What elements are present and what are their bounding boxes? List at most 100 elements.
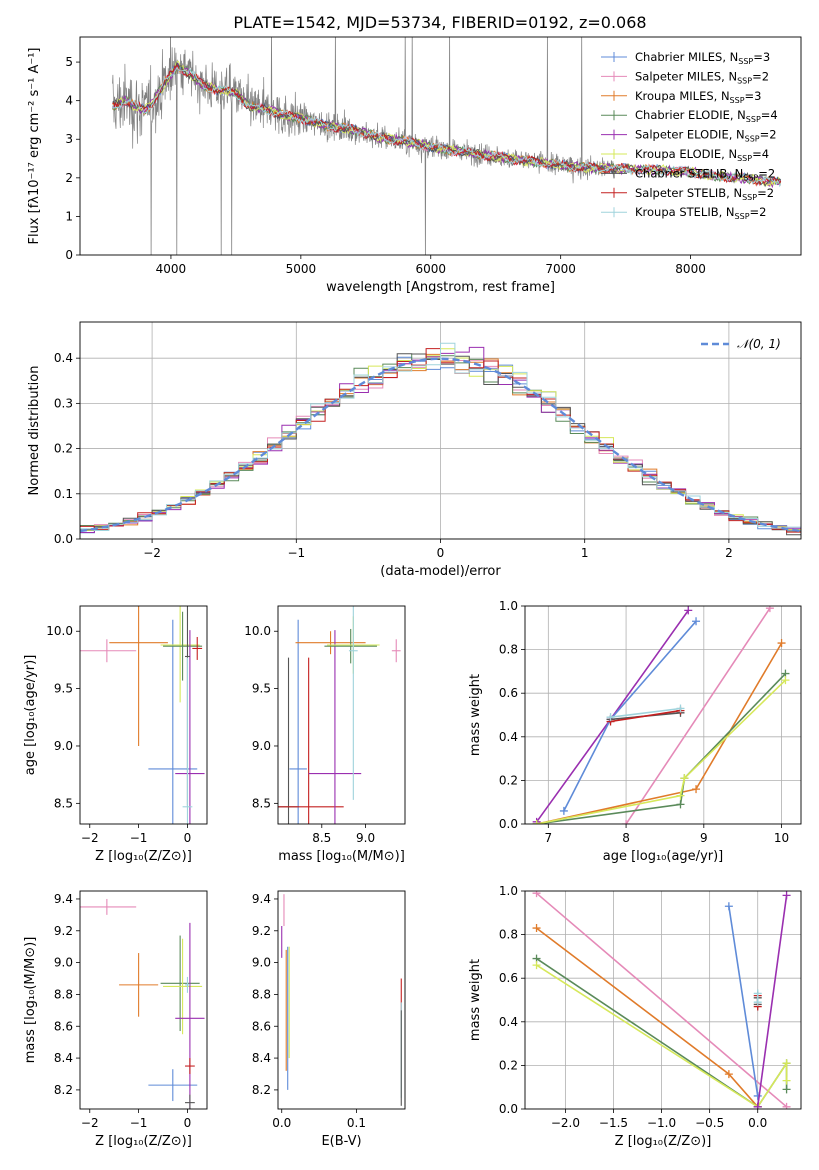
legend-label: Kroupa ELODIE, NSSP=4	[635, 147, 769, 163]
y-tick-label: 9.2	[252, 924, 271, 938]
weight-series-line	[535, 892, 788, 1108]
x-tick-label: −2	[143, 546, 161, 560]
y-axis-label: age [log₁₀(age/yr)]	[23, 655, 38, 776]
errorbar-point	[308, 630, 362, 824]
weight-point-marker	[559, 806, 568, 815]
y-tick-label: 8.2	[252, 1083, 271, 1097]
weight-point-marker	[532, 820, 541, 824]
weight-series-line	[756, 895, 788, 1107]
legend-suffix: =2	[758, 166, 775, 180]
axes-frame	[524, 890, 802, 1110]
legend-suffix: =2	[750, 205, 767, 219]
x-tick-label: −1.5	[599, 1116, 628, 1130]
errorbar-point	[185, 1094, 195, 1109]
x-tick-label: 8	[622, 831, 630, 845]
x-axis-label: Z [log₁₀(Z/Z⊙)]	[615, 1134, 712, 1149]
weight-point-marker	[782, 1059, 791, 1068]
weight-point-marker	[782, 1076, 791, 1085]
y-tick-label: 0.0	[54, 532, 73, 546]
x-tick-label: 9	[700, 831, 708, 845]
y-tick-label: 8.2	[54, 1083, 73, 1097]
legend-subscript: SSP	[745, 135, 760, 144]
y-tick-label: 0.2	[499, 773, 518, 787]
x-tick-label: −2	[81, 1116, 99, 1130]
y-tick-label: 9.0	[252, 739, 271, 753]
weight-point-marker	[676, 791, 685, 800]
axes-frame	[277, 605, 406, 825]
x-tick-label: 1	[581, 546, 589, 560]
y-tick-label: 8.8	[54, 987, 73, 1001]
legend-label: Chabrier MILES, NSSP=3	[635, 50, 770, 66]
plot-area-age_vs_mass	[278, 606, 401, 824]
x-tick-label: 2	[725, 546, 733, 560]
errorbar-point	[148, 619, 198, 824]
panel-spectrum: 4000 5000 6000 7000 8000 0 1 2 3 4 5 wavelength [An…	[27, 36, 802, 295]
weight-point-marker	[532, 924, 541, 933]
errorbar-point	[175, 922, 205, 1109]
x-tick-label: 8000	[675, 262, 706, 276]
errorbar-point	[391, 639, 401, 663]
y-tick-label: 8.6	[252, 1019, 271, 1033]
y-tick-label: 4	[65, 94, 73, 108]
errorbar-point	[185, 1058, 195, 1074]
weight-point-marker	[684, 606, 693, 615]
weight-point-marker	[676, 800, 685, 809]
weight-point-marker	[724, 1070, 733, 1079]
x-tick-label: 0.0	[748, 1116, 767, 1130]
errorbar-point	[109, 606, 168, 746]
figure-title: PLATE=1542, MJD=53734, FIBERID=0192, z=0…	[233, 13, 646, 32]
weight-point-marker	[622, 820, 631, 824]
errorbar-point	[278, 657, 344, 824]
x-tick-label: 0.0	[272, 1116, 291, 1130]
x-axis-label: (data-model)/error	[380, 564, 501, 579]
weight-series-line	[536, 679, 787, 824]
legend-subscript: SSP	[742, 193, 757, 202]
y-tick-label: 0.3	[54, 396, 73, 410]
y-tick-label: 8.8	[252, 987, 271, 1001]
errorbar-point	[192, 636, 203, 660]
y-tick-label: 8.5	[252, 796, 271, 810]
y-tick-label: 9.0	[252, 956, 271, 970]
x-tick-label: 0.1	[347, 1116, 366, 1130]
weight-series-line	[610, 709, 681, 723]
y-tick-label: 10.0	[46, 624, 73, 638]
panel-weight_vs_Z: −2.0 −1.5 −1.0 −0.5 0.0 0.0 0.2 0.4 0.6 0.8 1.0 Z […	[468, 884, 802, 1149]
y-tick-label: 8.6	[54, 1019, 73, 1033]
panel-age_vs_mass: 8.5 9.0 8.5 9.0 9.5 10.0 mass [log₁₀(M/M⊙)]	[244, 605, 406, 864]
y-tick-label: 0.0	[499, 817, 518, 831]
errorbar-point	[80, 639, 137, 663]
spectrum-model-line	[112, 64, 782, 186]
legend-label: Kroupa STELIB, NSSP=2	[635, 205, 766, 221]
errorbar-point	[160, 935, 200, 1032]
panel-mass_vs_EBV: 0.0 0.1 8.2 8.4 8.6 8.8 9.0 9.2 9.4 E(B-V)	[252, 890, 406, 1149]
legend-label: Chabrier STELIB, NSSP=2	[635, 166, 775, 182]
plot-area-mass_vs_Z	[80, 898, 205, 1109]
legend-label: Chabrier ELODIE, NSSP=4	[635, 108, 778, 124]
weight-series-line	[536, 673, 787, 824]
x-axis-label: E(B-V)	[321, 1134, 361, 1149]
x-axis-label: Z [log₁₀(Z/Z⊙)]	[95, 1134, 192, 1149]
weight-point-marker	[753, 1102, 762, 1109]
weight-point-marker	[532, 891, 541, 898]
legend-suffix: =2	[757, 186, 774, 200]
y-tick-label: 1	[65, 209, 73, 223]
plot-area-residuals	[80, 322, 801, 539]
plot-area-spectrum	[112, 37, 782, 255]
y-tick-label: 0.1	[54, 487, 73, 501]
y-tick-label: 0.2	[499, 1058, 518, 1072]
panel-residuals: −2 −1 0 1 2 0.0 0.1 0.2 0.3 0.4 (data-model)/error…	[27, 321, 802, 579]
y-tick-label: 0.0	[499, 1102, 518, 1116]
legend-suffix: =3	[753, 50, 770, 64]
panel-age_vs_Z: −2 −1 0 8.5 9.0 9.5 10.0 Z [log₁₀(Z/Z⊙)] age [lo…	[23, 605, 208, 864]
y-tick-label: 9.0	[54, 956, 73, 970]
y-axis-label: Flux [fλ10⁻¹⁷ erg cm⁻² s⁻¹ A⁻¹]	[27, 48, 42, 245]
x-axis-label: mass [log₁₀(M/M⊙)]	[278, 849, 405, 864]
weight-point-marker	[692, 617, 701, 626]
legend: Chabrier MILES, NSSP=3 Salpeter MILES, NS…	[601, 50, 778, 221]
axes-frame	[524, 605, 802, 825]
y-tick-label: 8.5	[54, 796, 73, 810]
errorbar-point	[295, 631, 366, 655]
weight-series-line	[728, 906, 759, 1097]
legend-subscript: SSP	[737, 154, 752, 163]
legend-suffix: =4	[761, 108, 778, 122]
